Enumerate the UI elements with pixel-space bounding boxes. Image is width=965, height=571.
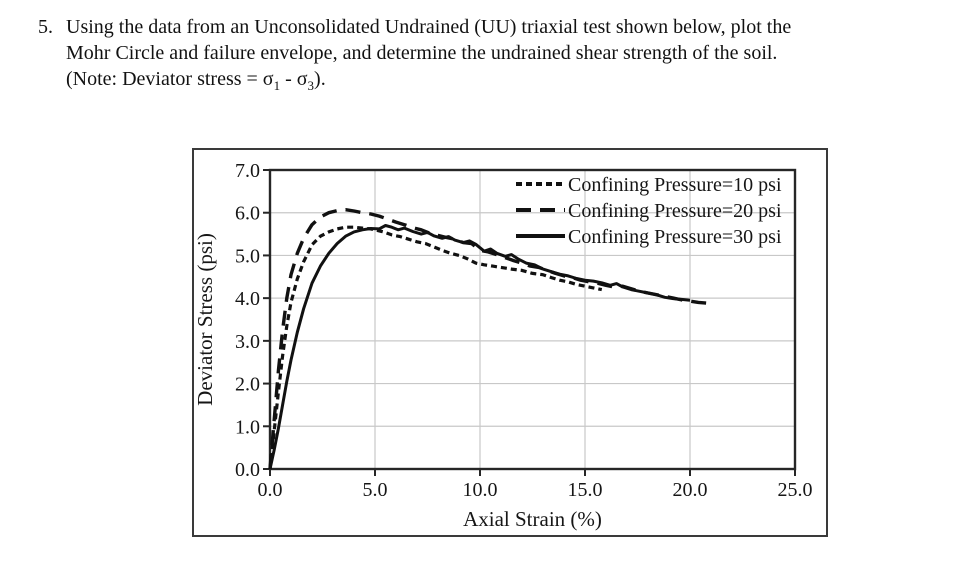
note-suffix: ).	[314, 68, 326, 90]
plot-border	[268, 168, 797, 471]
svg-text:6.0: 6.0	[235, 203, 260, 225]
svg-text:3.0: 3.0	[235, 331, 260, 353]
svg-text:10.0: 10.0	[463, 479, 498, 501]
y-tick-labels: 0.0 1.0 2.0 3.0 4.0 5.0 6.0 7.0	[235, 160, 260, 481]
x-tick-labels: 0.0 5.0 10.0 15.0 20.0 25.0	[258, 479, 813, 501]
svg-text:25.0: 25.0	[778, 479, 813, 501]
sigma-1-symbol: σ1	[262, 68, 281, 93]
svg-text:15.0: 15.0	[568, 479, 603, 501]
legend-label-2: Confining Pressure=30 psi	[568, 226, 782, 248]
problem-number: 5.	[38, 16, 53, 38]
legend-label-0: Confining Pressure=10 psi	[568, 174, 782, 196]
problem-statement: 5. Using the data from an Unconsolidated…	[38, 14, 791, 92]
svg-text:0.0: 0.0	[258, 479, 283, 501]
chart-frame: 0.0 5.0 10.0 15.0 20.0 25.0 0.0 1.0 2.0 3.0 4.0 5.0…	[192, 148, 828, 537]
svg-text:0.0: 0.0	[235, 459, 260, 481]
x-axis-title: Axial Strain (%)	[463, 507, 602, 531]
legend-label-1: Confining Pressure=20 psi	[568, 200, 782, 222]
tick-marks	[263, 169, 796, 476]
y-axis-title: Deviator Stress (psi)	[194, 233, 217, 406]
series-line-2	[268, 224, 691, 470]
problem-text: Using the data from an Unconsolidated Un…	[66, 14, 791, 92]
note-minus: -	[280, 68, 297, 90]
svg-text:7.0: 7.0	[235, 160, 260, 182]
sigma-3-symbol: σ3	[296, 68, 315, 93]
svg-text:20.0: 20.0	[673, 479, 708, 501]
problem-line-2: Mohr Circle and failure envelope, and de…	[66, 42, 778, 64]
problem-note: (Note: Deviator stress = σ1 - σ3).	[66, 66, 791, 92]
svg-text:5.0: 5.0	[235, 245, 260, 267]
svg-text:5.0: 5.0	[363, 479, 388, 501]
note-prefix: (Note: Deviator stress =	[66, 68, 263, 90]
svg-text:4.0: 4.0	[235, 288, 260, 310]
chart-legend: Confining Pressure=10 psi Confining Press…	[516, 174, 782, 248]
series-line-0	[268, 225, 603, 470]
problem-line-1: Using the data from an Unconsolidated Un…	[66, 16, 792, 38]
svg-text:1.0: 1.0	[235, 416, 260, 438]
gridlines	[270, 170, 795, 469]
svg-text:2.0: 2.0	[235, 374, 260, 396]
triaxial-stress-strain-chart: 0.0 5.0 10.0 15.0 20.0 25.0 0.0 1.0 2.0 3.0 4.0 5.0…	[194, 160, 813, 531]
